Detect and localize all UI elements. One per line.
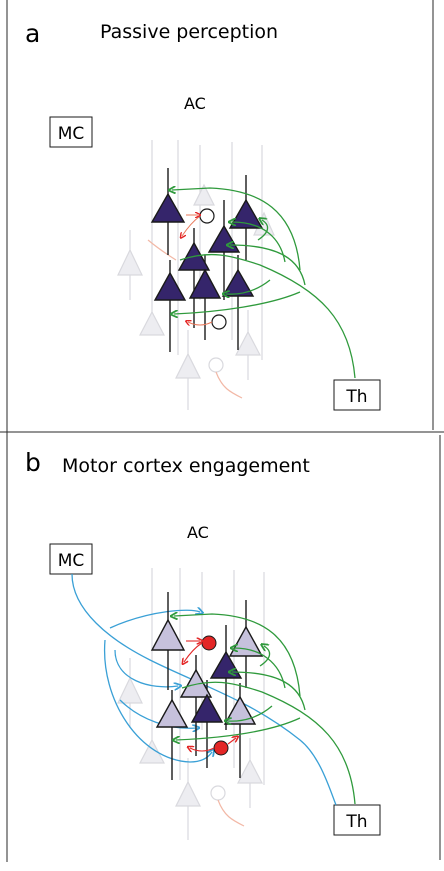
panel-a-thalamic-axons	[172, 188, 356, 379]
panel-b-th-label: Th	[345, 812, 367, 832]
panel-a-ac-label: AC	[184, 94, 206, 113]
panel-a-neuron	[207, 224, 241, 253]
panel-b-background-neurons	[117, 568, 265, 840]
panel-a-mc-box: MC	[49, 116, 93, 148]
panel-a-letter: a	[25, 19, 40, 48]
panel-a-neuron	[228, 198, 264, 229]
panel-b-neuron	[223, 695, 257, 725]
panel-a-neuron	[188, 268, 222, 299]
panel-a-title: Passive perception	[100, 21, 278, 43]
panel-b-interneurons	[184, 635, 236, 756]
panel-b-mc-box: MC	[49, 543, 93, 575]
panel-b-title: Motor cortex engagement	[62, 455, 310, 477]
panel-a-neuron	[150, 192, 186, 223]
panel-a-neuron	[221, 268, 255, 297]
panel-b-neuron	[150, 618, 186, 651]
panel-a-interneurons	[182, 208, 227, 330]
panel-b-ac-label: AC	[187, 523, 209, 542]
panel-b-neuron	[190, 693, 224, 723]
panel-b-neurons	[150, 592, 264, 780]
panel-a-neuron	[153, 271, 187, 301]
panel-a-th-label: Th	[345, 387, 367, 407]
panel-b-letter: b	[25, 448, 41, 477]
panel-a-background-neurons	[117, 140, 275, 410]
panel-b-thalamic-axons	[174, 614, 356, 805]
panel-a-th-box: Th	[333, 379, 381, 411]
panel-b-motor-axons	[71, 573, 337, 806]
panel-b: b Motor cortex engagement AC MC Th	[25, 448, 381, 840]
panel-b-mc-label: MC	[58, 551, 85, 571]
panel-a-mc-label: MC	[58, 124, 85, 144]
panel-a: a Passive perception AC MC Th	[25, 19, 381, 411]
panel-b-th-box: Th	[333, 804, 381, 836]
panel-b-neuron	[155, 698, 189, 728]
